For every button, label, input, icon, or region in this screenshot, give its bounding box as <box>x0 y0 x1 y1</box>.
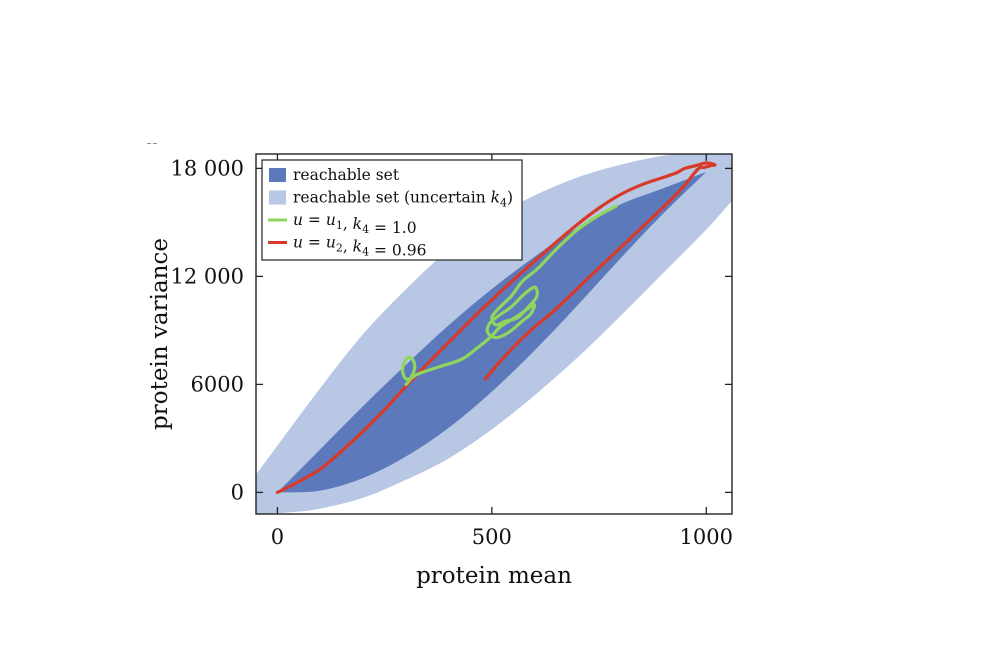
y-tick-label-18000: 18 000 <box>171 156 244 180</box>
legend-box <box>261 159 523 261</box>
plot-frame <box>255 153 733 515</box>
legend: reachable set reachable set (uncertain k4… <box>261 159 523 261</box>
y-axis: 0 6000 12 000 18 000 <box>171 156 732 504</box>
y-tick-label-6000: 6000 <box>191 372 244 396</box>
plot-area <box>256 154 732 514</box>
legend-swatch-outer <box>269 190 286 205</box>
legend-label-red: u = u2, k4 = 0.96 <box>293 234 426 260</box>
y-tick-label-12000: 12 000 <box>171 264 244 288</box>
x-axis: 0 500 1000 <box>271 154 733 549</box>
x-tick-label-1000: 1000 <box>680 525 733 549</box>
region-inner <box>277 172 707 493</box>
legend-label-green: u = u1, k4 = 1.0 <box>293 211 417 237</box>
legend-label-inner: reachable set <box>293 166 400 184</box>
legend-label-outer: reachable set (uncertain k4) <box>293 189 513 210</box>
x-axis-title: protein mean <box>416 563 572 589</box>
trajectory-red <box>275 161 717 494</box>
y-tick-label-0: 0 <box>231 480 244 504</box>
y-axis-title: protein variance <box>147 238 173 430</box>
legend-swatch-inner <box>269 168 286 182</box>
corner-mark: ˉˉ <box>146 141 158 155</box>
x-tick-label-0: 0 <box>271 525 284 549</box>
trajectory-green <box>400 204 618 386</box>
x-tick-label-500: 500 <box>472 525 512 549</box>
